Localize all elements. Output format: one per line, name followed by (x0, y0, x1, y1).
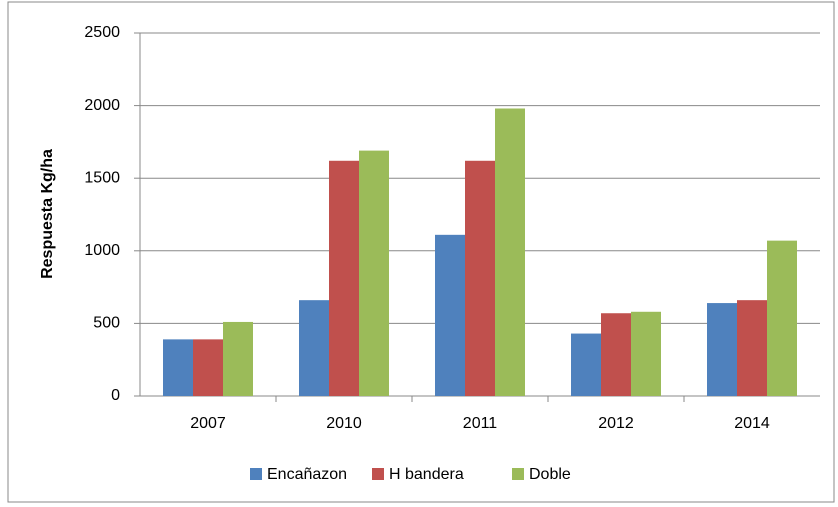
bar (495, 108, 525, 396)
y-tick-label: 1000 (84, 242, 120, 259)
legend-swatch (250, 468, 262, 480)
x-tick-label: 2010 (326, 415, 362, 432)
bar (601, 313, 631, 396)
bar (359, 150, 389, 396)
bar (465, 160, 495, 396)
y-tick-label: 2000 (84, 97, 120, 114)
y-tick-label: 500 (93, 315, 120, 332)
bar (571, 333, 601, 396)
bar (737, 300, 767, 396)
y-tick-label: 0 (111, 387, 120, 404)
bar (193, 339, 223, 396)
legend-swatch (512, 468, 524, 480)
x-tick-label: 2011 (463, 415, 498, 432)
bar (163, 339, 193, 396)
legend-label: Doble (529, 466, 571, 483)
x-tick-label: 2014 (734, 415, 770, 432)
bar (707, 303, 737, 396)
x-tick-label: 2007 (190, 415, 226, 432)
y-axis-label: Respuesta Kg/ha (39, 149, 56, 279)
bar (223, 321, 253, 396)
y-tick-label: 2500 (84, 24, 120, 41)
legend-swatch (372, 468, 384, 480)
legend-label: H bandera (389, 466, 464, 483)
bar (299, 300, 329, 396)
x-tick-label: 2012 (598, 415, 634, 432)
bar (767, 240, 797, 396)
legend-label: Encañazon (267, 466, 347, 483)
bar (631, 311, 661, 396)
bar (435, 234, 465, 396)
y-tick-label: 1500 (84, 169, 120, 186)
chart-frame (7, 1, 835, 503)
bar (329, 160, 359, 396)
